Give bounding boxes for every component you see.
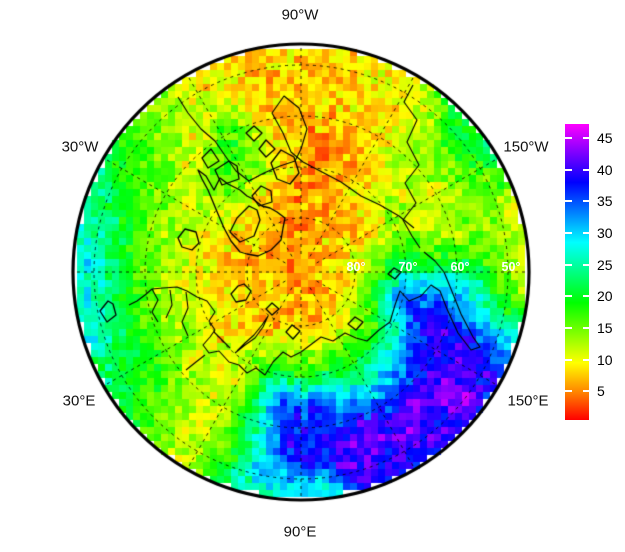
colorbar-tick-mark	[583, 327, 590, 330]
colorbar-tick-mark	[565, 232, 572, 235]
colorbar-tick-mark	[583, 390, 590, 393]
colorbar-tick-mark	[565, 390, 572, 393]
colorbar-tick-mark	[565, 295, 572, 298]
meridian-label-30w: 30°W	[61, 138, 99, 156]
colorbar-tick-mark	[565, 358, 572, 361]
meridian-label-30e: 30°E	[62, 392, 96, 410]
colorbar-tick-mark	[583, 295, 590, 298]
latitude-label-50: 50°	[501, 260, 521, 274]
colorbar-tick-mark	[583, 263, 590, 266]
colorbar-tick-label: 20	[597, 288, 613, 305]
meridian-label-90e: 90°E	[283, 523, 317, 541]
meridian-label-150e: 150°E	[507, 392, 549, 410]
colorbar-tick-label: 45	[597, 129, 613, 146]
colorbar-tick-label: 40	[597, 161, 613, 178]
meridian-label-150w: 150°W	[503, 138, 549, 156]
latitude-label-70: 70°	[398, 260, 418, 274]
latitude-label-80: 80°	[346, 260, 366, 274]
colorbar	[565, 124, 590, 420]
colorbar-tick-label: 10	[597, 351, 613, 368]
colorbar-tick-mark	[583, 232, 590, 235]
latitude-label-60: 60°	[450, 260, 470, 274]
colorbar-tick-mark	[565, 327, 572, 330]
colorbar-tick-mark	[565, 200, 572, 203]
colorbar-tick-mark	[583, 200, 590, 203]
colorbar-tick-label: 30	[597, 225, 613, 242]
colorbar-tick-label: 35	[597, 193, 613, 210]
colorbar-tick-mark	[583, 168, 590, 171]
colorbar-tick-mark	[583, 136, 590, 139]
colorbar-tick-mark	[565, 263, 572, 266]
colorbar-tick-mark	[565, 168, 572, 171]
colorbar-tick-mark	[565, 136, 572, 139]
colorbar-tick-mark	[583, 358, 590, 361]
meridian-label-90w: 90°W	[281, 6, 319, 24]
colorbar-tick-label: 5	[597, 383, 605, 400]
colorbar-tick-label: 25	[597, 256, 613, 273]
colorbar-tick-label: 15	[597, 320, 613, 337]
